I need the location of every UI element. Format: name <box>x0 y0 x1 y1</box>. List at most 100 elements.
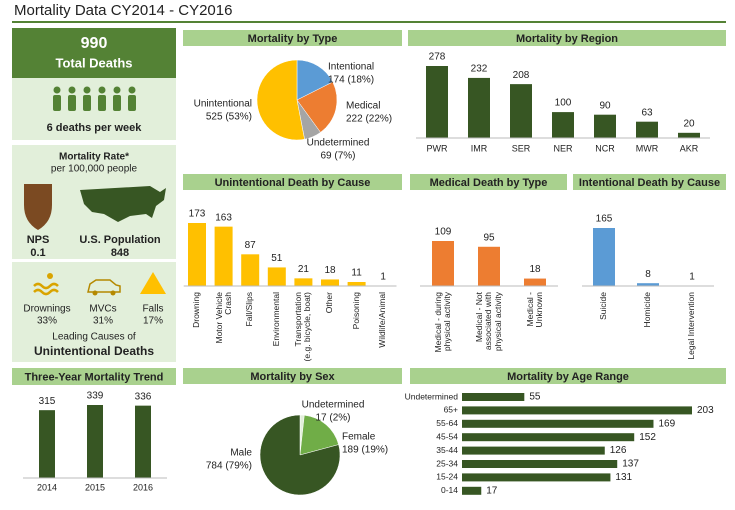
value-label: 90 <box>599 100 611 111</box>
chart-title: Unintentional Death by Cause <box>215 177 371 189</box>
bar <box>678 132 700 138</box>
x-tick-label: PWR <box>427 143 448 153</box>
value-label: 203 <box>697 405 714 416</box>
chart-title: Mortality by Sex <box>250 371 335 383</box>
x-tick-label: Drowning <box>191 292 202 328</box>
total-value: 990 <box>81 35 108 52</box>
x-tick-label: Transportation (e.g. bicycle, boat) <box>292 292 313 362</box>
value-label: 163 <box>215 212 232 223</box>
bar <box>552 112 574 138</box>
value-label: 315 <box>39 396 56 407</box>
x-tick-label: NER <box>553 143 573 153</box>
pie-slice <box>296 59 334 101</box>
bar <box>593 228 615 286</box>
bar <box>478 246 500 286</box>
bar <box>594 114 616 138</box>
value-label: 189 (19%) <box>342 445 388 456</box>
x-tick-label: Medical - Not associated with physical a… <box>473 292 503 352</box>
chart-title: Mortality by Region <box>516 33 618 45</box>
x-tick-label: Suicide <box>598 292 609 320</box>
panel-header <box>410 174 567 190</box>
panel-header <box>410 368 726 384</box>
legend-label: Female <box>342 432 376 443</box>
people-icons <box>53 86 136 111</box>
bar <box>426 66 448 138</box>
x-tick-label: SER <box>512 143 531 153</box>
value-label: 11 <box>351 268 362 279</box>
y-tick-label: 55-64 <box>436 418 458 428</box>
x-tick-label: Medical - during physical activity <box>432 292 453 353</box>
panel-header <box>183 174 402 190</box>
x-tick-label: Motor Vehicle Crash <box>213 292 233 344</box>
bar <box>214 226 233 286</box>
x-tick-label: Wildlife/Animal <box>377 292 388 348</box>
y-tick-label: 45-54 <box>436 431 458 441</box>
rate-title: Mortality Rate* <box>59 152 129 163</box>
bar <box>188 223 206 286</box>
value-label: 784 (79%) <box>206 461 252 472</box>
value-label: 278 <box>429 52 446 63</box>
x-tick-label: 2014 <box>37 482 57 492</box>
x-tick-label: Legal Intervention <box>686 292 697 360</box>
x-tick-label: AKR <box>680 143 699 153</box>
y-tick-label: 65+ <box>444 405 458 415</box>
x-tick-label: Medical - Unknown <box>524 292 545 328</box>
y-tick-label: 0-14 <box>441 485 458 495</box>
bar <box>462 460 618 468</box>
legend-label: Male <box>230 448 252 459</box>
y-tick-label: Undetermined <box>405 391 459 401</box>
bar <box>462 393 525 401</box>
legend-label: Undetermined <box>307 138 370 149</box>
value-label: 17 <box>486 485 498 496</box>
bar <box>267 267 286 286</box>
leading-label: MVCs <box>89 304 116 315</box>
bar <box>636 121 658 138</box>
leading-caption: Unintentional Deaths <box>34 344 154 358</box>
value-label: 55 <box>529 392 541 403</box>
bar <box>432 241 454 286</box>
bar <box>510 84 532 138</box>
x-tick-label: NCR <box>595 143 615 153</box>
bar <box>87 405 103 478</box>
value-label: 131 <box>615 472 632 483</box>
per-week-panel <box>12 78 176 140</box>
value-label: 1 <box>380 271 386 282</box>
bar <box>321 279 339 286</box>
x-tick-label: MWR <box>636 143 659 153</box>
chart-title: Mortality by Type <box>248 33 338 45</box>
total-box <box>12 28 176 78</box>
value-label: 100 <box>555 98 572 109</box>
leading-label: Drownings <box>23 304 70 315</box>
y-tick-label: 35-44 <box>436 445 458 455</box>
chart-title: Three-Year Mortality Trend <box>25 371 164 383</box>
value-label: 336 <box>135 391 152 402</box>
value-label: 95 <box>483 232 495 243</box>
value-label: 8 <box>645 269 651 280</box>
chart-title: Medical Death by Type <box>430 177 548 189</box>
value-label: 232 <box>471 64 488 75</box>
value-label: 126 <box>610 445 627 456</box>
leading-value: 33% <box>37 316 57 327</box>
value-label: 222 (22%) <box>346 114 392 125</box>
value-label: 18 <box>324 265 336 276</box>
value-label: 339 <box>87 391 104 402</box>
x-tick-label: IMR <box>471 143 488 153</box>
pie-slice <box>299 414 339 456</box>
bar <box>241 254 260 286</box>
rate-subtitle: per 100,000 people <box>51 164 138 175</box>
us-label: U.S. Population <box>79 234 161 246</box>
bar <box>347 281 366 286</box>
pie-slice <box>256 59 305 141</box>
nps-value: 0.1 <box>30 247 45 259</box>
y-tick-label: 25-34 <box>436 458 458 468</box>
value-label: 63 <box>641 107 653 118</box>
panel-header <box>573 174 726 190</box>
value-label: 109 <box>435 227 452 238</box>
leading-panel <box>12 262 176 362</box>
value-label: 17 (2%) <box>315 413 350 424</box>
bar <box>524 278 546 286</box>
value-label: 174 (18%) <box>328 75 374 86</box>
x-tick-label: 2016 <box>133 482 153 492</box>
bar <box>637 283 659 286</box>
